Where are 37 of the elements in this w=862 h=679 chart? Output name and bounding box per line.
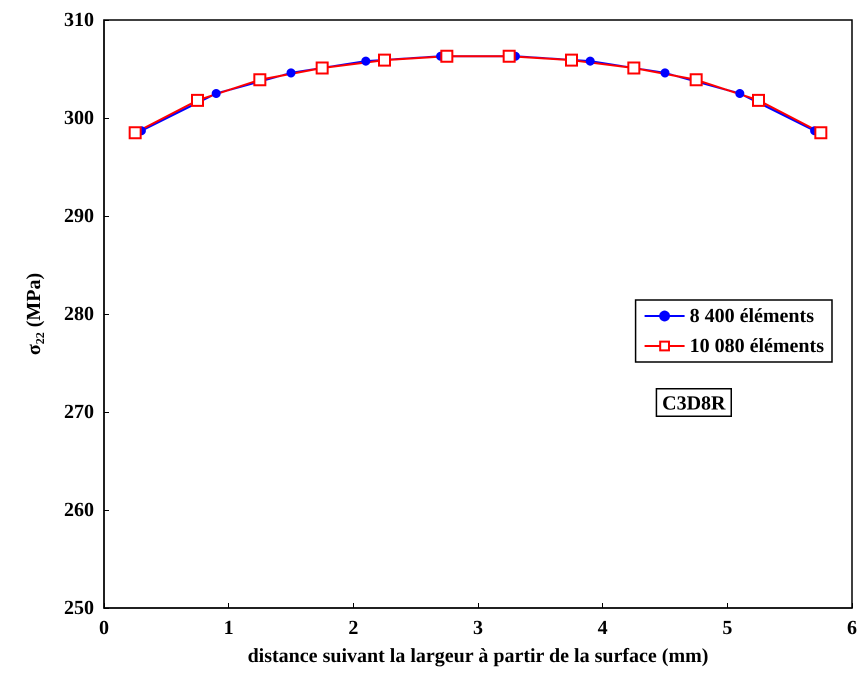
- point: [627, 62, 640, 75]
- point: [212, 89, 221, 98]
- legend-label: 10 080 éléments: [690, 335, 824, 357]
- y-axis-title: σ₂₂ (MPa): [23, 272, 45, 356]
- point: [502, 50, 516, 63]
- y-tick-label: 250: [64, 597, 94, 619]
- annotation: C3D8R: [662, 392, 726, 414]
- legend-label: 8 400 éléments: [690, 305, 814, 327]
- x-tick-label: 3: [473, 617, 483, 639]
- x-tick-label: 4: [598, 617, 608, 639]
- point: [361, 56, 370, 66]
- point: [128, 126, 142, 140]
- point: [586, 56, 595, 66]
- point: [660, 68, 670, 78]
- point: [690, 73, 703, 86]
- point: [752, 94, 765, 107]
- x-tick-label: 0: [99, 617, 109, 639]
- point: [286, 68, 296, 78]
- y-tick-label: 270: [64, 401, 94, 423]
- x-tick-label: 1: [224, 617, 234, 639]
- point: [191, 94, 204, 107]
- x-axis-title: distance suivant la largeur à partir de la surface (mm): [248, 645, 708, 667]
- point: [565, 54, 578, 67]
- point: [735, 89, 744, 98]
- y-tick-label: 300: [64, 107, 94, 129]
- point: [814, 126, 828, 140]
- point: [440, 50, 454, 63]
- y-tick-label: 280: [64, 303, 94, 325]
- y-tick-label: 290: [64, 205, 94, 227]
- point: [316, 62, 329, 75]
- point: [253, 73, 266, 86]
- point: [378, 54, 391, 67]
- x-tick-label: 2: [348, 617, 358, 639]
- y-tick-label: 260: [64, 499, 94, 521]
- x-tick-label: 5: [722, 617, 732, 639]
- y-tick-label: 310: [64, 9, 94, 31]
- x-tick-label: 6: [847, 617, 857, 639]
